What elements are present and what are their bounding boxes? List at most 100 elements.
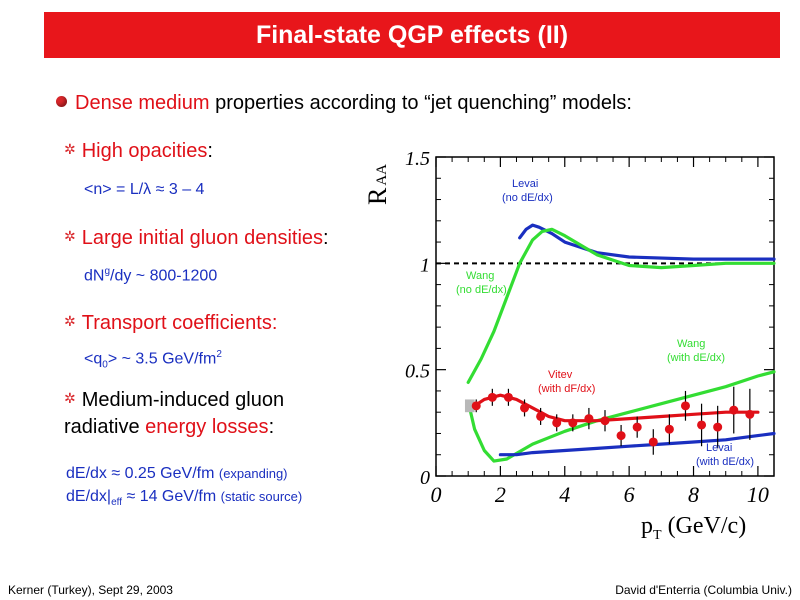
- x-tick-label: 0: [431, 482, 442, 507]
- value-text: dN: [84, 267, 105, 285]
- data-point: [680, 401, 690, 411]
- star-bullet-icon: ✲: [64, 228, 76, 244]
- data-point: [503, 392, 513, 402]
- star-bullet-icon: ✲: [64, 141, 76, 157]
- annotation-label: (with dF/dx): [538, 383, 595, 395]
- item-value-gluon: dNg/dy ~ 800-1200: [84, 266, 217, 285]
- item-value-transport: <q0> ~ 3.5 GeV/fm2: [84, 349, 222, 371]
- value-sub: 0: [102, 359, 108, 371]
- annotation-label: (with dE/dx): [696, 456, 754, 468]
- value-sup: g: [104, 266, 111, 277]
- value-text: ≈ 3 – 4: [151, 181, 205, 198]
- item-value-opacity: <n> = L/λ ≈ 3 – 4: [84, 181, 204, 199]
- x-axis-label: pT (GeV/c): [641, 513, 746, 543]
- item-label-line1: Medium-induced gluon: [81, 389, 285, 411]
- series-line-wang-with-de-dx: [466, 370, 776, 463]
- y-tick-label: 1.5: [405, 148, 430, 170]
- item-label: Transport coefficients:: [81, 312, 278, 334]
- annotation-label: Levai: [706, 442, 732, 454]
- eloss-line-1: dE/dx ≈ 0.25 GeV/fm (expanding): [66, 465, 288, 483]
- data-point: [713, 422, 723, 432]
- eloss-note: (static source): [220, 489, 303, 504]
- footer-left: Kerner (Turkey), Sept 29, 2003: [8, 583, 173, 597]
- data-point: [520, 403, 530, 413]
- axis-ticks: [435, 156, 774, 477]
- annotation-label: Vitev: [548, 369, 573, 381]
- item-suffix: :: [207, 140, 213, 162]
- y-tick-label: 0.5: [405, 361, 430, 383]
- data-point: [487, 392, 497, 402]
- eloss-sub: eff: [111, 497, 123, 509]
- value-text: /dy ~ 800-1200: [110, 267, 218, 285]
- item-label: Large initial gluon densities: [81, 227, 324, 249]
- tick-labels-group: 0 2 4 6 8 10 0 0.5 1 1.5: [405, 148, 769, 507]
- data-point: [552, 418, 562, 428]
- value-text: > ~ 3.5 GeV/fm: [107, 350, 217, 368]
- main-bullet-text: properties according to “jet quenching” …: [209, 92, 632, 114]
- star-bullet-icon: ✲: [64, 390, 76, 406]
- data-point: [697, 420, 707, 430]
- data-point: [745, 409, 755, 419]
- series-group: [466, 223, 776, 463]
- value-text: <q: [84, 350, 103, 368]
- value-sup: 2: [216, 349, 222, 360]
- data-point: [616, 431, 626, 441]
- data-point: [729, 405, 739, 415]
- eloss-note: (expanding): [218, 466, 288, 481]
- main-bullet: Dense medium properties according to “je…: [56, 92, 632, 115]
- data-point: [584, 414, 594, 424]
- x-tick-label: 2: [495, 482, 506, 507]
- annotation-label: Wang: [466, 270, 494, 282]
- main-bullet-highlight: Dense medium: [75, 92, 210, 114]
- annotation-label: (with dE/dx): [667, 352, 725, 364]
- bullet-dot-icon: [56, 96, 67, 108]
- item-label-text: radiative: [64, 416, 146, 438]
- annotation-label: Wang: [677, 338, 705, 350]
- data-point: [600, 416, 610, 426]
- data-point: [471, 401, 481, 411]
- x-tick-label: 8: [688, 482, 699, 507]
- systematic-error-box: [464, 399, 475, 413]
- lambda-symbol: λ: [143, 181, 152, 198]
- eloss-value: ≈ 14 GeV/fm: [122, 488, 221, 505]
- annotation-label: Levai: [512, 178, 538, 190]
- x-tick-label: 4: [559, 482, 570, 507]
- series-line-levai-with-de-dx: [498, 431, 776, 457]
- item-energy-loss: ✲ Medium-induced gluon: [64, 389, 284, 412]
- y-axis-label: RAA: [363, 164, 392, 205]
- data-point: [664, 424, 674, 434]
- data-point: [648, 437, 658, 447]
- item-gluon-densities: ✲ Large initial gluon densities:: [64, 227, 329, 250]
- item-high-opacities: ✲ High opacities:: [64, 140, 213, 163]
- title-bar: Final-state QGP effects (II): [44, 12, 780, 58]
- item-label-text: :: [268, 416, 275, 438]
- item-label: High opacities: [81, 140, 208, 162]
- x-tick-label: 6: [624, 482, 635, 507]
- y-tick-label: 0: [420, 467, 430, 489]
- item-suffix: :: [323, 227, 329, 249]
- series-line-vitev-with-df-dx: [466, 393, 760, 423]
- y-tick-label: 1: [420, 254, 430, 276]
- star-bullet-icon: ✲: [64, 313, 76, 329]
- eloss-value: dE/dx|: [66, 488, 112, 505]
- item-energy-loss-line2: radiative energy losses:: [64, 416, 274, 439]
- eloss-value: dE/dx ≈ 0.25 GeV/fm: [66, 465, 219, 482]
- annotation-label: (no dE/dx): [502, 192, 553, 204]
- slide-title: Final-state QGP effects (II): [255, 21, 569, 49]
- value-text: <n> = L/: [84, 181, 144, 198]
- annotation-label: (no dE/dx): [456, 284, 507, 296]
- data-points-group: [464, 386, 755, 455]
- item-transport: ✲ Transport coefficients:: [64, 312, 277, 335]
- series-line-levai-no-de-dx: [518, 223, 776, 261]
- x-tick-label: 10: [747, 482, 769, 507]
- data-point: [536, 411, 546, 421]
- annotations-group: Levai (no dE/dx) Wang (no dE/dx) Wang (with d…: [456, 178, 754, 468]
- data-point: [568, 418, 578, 428]
- plot-frame: [435, 156, 775, 477]
- eloss-line-2: dE/dx|eff ≈ 14 GeV/fm (static source): [66, 488, 302, 508]
- data-point: [632, 422, 642, 432]
- series-line-wang-no-de-dx: [466, 227, 776, 384]
- footer-right: David d'Enterria (Columbia Univ.): [615, 583, 792, 597]
- item-label-highlight: energy losses: [145, 416, 269, 438]
